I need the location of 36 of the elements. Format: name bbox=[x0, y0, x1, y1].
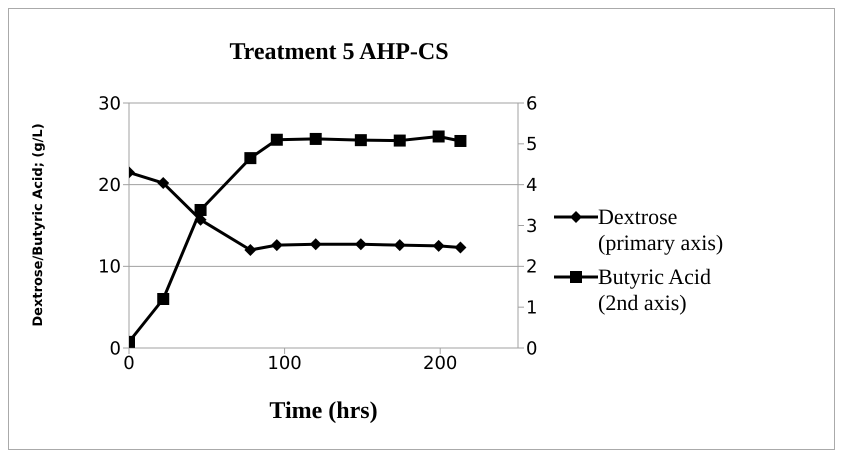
y2-tick-label: 3 bbox=[526, 216, 538, 237]
legend-label: Dextrose (primary axis) bbox=[598, 204, 724, 256]
y2-tick-label: 6 bbox=[526, 93, 538, 114]
legend-label: Butyric Acid (2nd axis) bbox=[598, 264, 712, 316]
point bbox=[310, 132, 322, 145]
point bbox=[454, 134, 466, 147]
point bbox=[394, 239, 406, 252]
y2-tick-label: 1 bbox=[526, 298, 538, 319]
point bbox=[394, 134, 406, 147]
point bbox=[244, 244, 256, 256]
x-tick-label: 0 bbox=[123, 352, 135, 374]
y-tick-label: 0 bbox=[110, 338, 121, 360]
y2-tick-label: 2 bbox=[526, 256, 538, 278]
point bbox=[157, 293, 170, 305]
point bbox=[270, 134, 283, 146]
x-tick-label: 100 bbox=[267, 352, 302, 374]
point bbox=[157, 177, 170, 190]
point bbox=[194, 204, 207, 216]
point bbox=[454, 242, 466, 254]
chart-title: Treatment 5 AHP-CS bbox=[228, 39, 450, 66]
y-tick-label: 30 bbox=[98, 93, 121, 114]
point bbox=[354, 134, 367, 146]
y2-tick-label: 5 bbox=[526, 134, 538, 156]
point bbox=[354, 238, 367, 250]
point bbox=[310, 238, 322, 250]
y-tick-label: 20 bbox=[98, 175, 121, 196]
y-axis-title: Dextrose/Butyric Acid; (g/L) bbox=[31, 123, 46, 327]
y2-tick-label: 0 bbox=[526, 338, 538, 360]
point bbox=[432, 130, 445, 142]
point bbox=[432, 240, 445, 252]
x-axis-title: Time (hrs) bbox=[269, 398, 378, 424]
point bbox=[270, 239, 283, 252]
y-tick-label: 10 bbox=[98, 256, 121, 278]
y2-tick-label: 4 bbox=[526, 175, 538, 196]
x-tick-label: 200 bbox=[423, 352, 458, 374]
point bbox=[244, 152, 256, 164]
